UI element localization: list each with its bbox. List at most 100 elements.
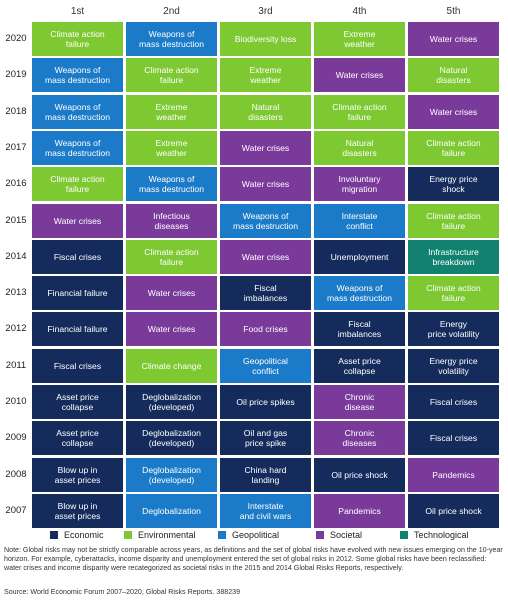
column-header-3: 3rd: [258, 6, 273, 17]
year-label: 2019: [5, 69, 27, 81]
year-label: 2012: [5, 323, 27, 335]
legend-label: Societal: [330, 530, 363, 540]
column-header-1: 1st: [70, 6, 85, 17]
year-label: 2018: [5, 105, 27, 117]
legend-item-geopolitical: Geopolitical: [218, 528, 279, 542]
year-label: 2010: [5, 396, 27, 407]
column-header-5: 5th: [446, 6, 461, 17]
legend-item-technological: Technological: [400, 528, 469, 542]
risk-cell: Extreme weather: [314, 22, 405, 56]
risk-cell: Climate action failure: [32, 167, 123, 202]
risk-cell: Weapons of mass destruction: [32, 58, 123, 93]
year-label: 2016: [5, 178, 27, 190]
risk-cell: Climate action failure: [314, 94, 405, 129]
risk-cell: Chronic diseases: [314, 421, 405, 456]
legend: Economic Environmental Geopolitical Societa…: [0, 528, 508, 542]
risk-cell: Water crises: [126, 312, 217, 347]
risk-cell: Climate action failure: [408, 130, 499, 165]
risk-cell: Blow up in asset prices: [32, 493, 123, 528]
risk-cell: Asset price collapse: [314, 348, 405, 383]
risk-cell: Natural disasters: [408, 58, 499, 93]
risk-cell: Weapons of mass destruction: [220, 203, 311, 238]
table-row: 2014 Fiscal crises Climate action failure W…: [0, 239, 508, 274]
year-label: 2020: [5, 33, 27, 44]
risk-cell: Water crises: [314, 58, 405, 93]
risk-cell: Involuntary migration: [314, 167, 405, 202]
legend-label: Technological: [414, 530, 469, 540]
legend-label: Environmental: [138, 530, 196, 540]
risk-cell: Extreme weather: [220, 58, 311, 93]
risk-cell: Infectious diseases: [126, 203, 217, 238]
column-header-2: 2nd: [163, 6, 180, 17]
year-label: 2009: [5, 432, 27, 444]
note-text: Note: Global risks may not be strictly c…: [4, 546, 503, 573]
risk-cell: Weapons of mass destruction: [314, 276, 405, 311]
risk-cell: Climate action failure: [408, 203, 499, 238]
year-label: 2011: [5, 359, 27, 371]
risk-cell: Deglobalization (developed): [126, 385, 217, 419]
legend-item-environmental: Environmental: [124, 528, 196, 542]
risk-cell: Infrastructure breakdown: [408, 239, 499, 274]
table-row: 2012 Financial failure Water crises Food cr…: [0, 312, 508, 347]
risk-cell: Water crises: [220, 239, 311, 274]
risk-cell: Deglobalization (developed): [126, 421, 217, 456]
table-row: 2015 Water crises Infectious diseases Weapo…: [0, 203, 508, 238]
legend-item-societal: Societal: [316, 528, 362, 542]
risk-cell: Food crises: [220, 312, 311, 347]
column-header-4: 4th: [352, 6, 367, 17]
year-label: 2013: [5, 287, 27, 299]
legend-swatch: [316, 531, 324, 539]
risk-cell: Deglobalization (developed): [126, 457, 217, 492]
risk-cell: Geopolitical conflict: [220, 348, 311, 383]
risk-cell: Financial failure: [32, 312, 123, 347]
risk-cell: Energy price volatility: [408, 348, 499, 383]
risk-cell: Water crises: [220, 130, 311, 165]
risk-cell: Pandemics: [314, 493, 405, 528]
risk-cell: Deglobalization: [126, 493, 217, 528]
year-label: 2014: [5, 250, 27, 262]
risk-cell: Climate change: [126, 348, 217, 383]
table-row: 2009 Asset price collapse Deglobalization …: [0, 421, 508, 456]
risk-cell: Weapons of mass destruction: [126, 167, 217, 202]
risk-cell: Weapons of mass destruction: [32, 130, 123, 165]
risk-cell: Biodiversity loss: [220, 22, 311, 56]
table-row: 2013 Financial failure Water crises Fiscal …: [0, 276, 508, 311]
risk-cell: Extreme weather: [126, 94, 217, 129]
year-label: 2008: [5, 468, 27, 480]
legend-swatch: [124, 531, 132, 539]
risk-cell: Water crises: [126, 276, 217, 311]
risk-cell: Climate action failure: [126, 58, 217, 93]
risk-cell: Asset price collapse: [32, 385, 123, 419]
risk-cell: Weapons of mass destruction: [32, 94, 123, 129]
risk-cell: Oil price shock: [314, 457, 405, 492]
risk-cell: Fiscal imbalances: [314, 312, 405, 347]
risk-cell: Fiscal imbalances: [220, 276, 311, 311]
table-row: 2016 Climate action failure Weapons of mas…: [0, 167, 508, 202]
risk-cell: Water crises: [408, 22, 499, 56]
table-row: 2010 Asset price collapse Deglobalization …: [0, 385, 508, 419]
legend-swatch: [218, 531, 226, 539]
table-row: 2008 Blow up in asset prices Deglobalizati…: [0, 457, 508, 492]
risk-cell: Climate action failure: [126, 239, 217, 274]
risk-cell: Natural disasters: [220, 94, 311, 129]
source-text: Source: World Economic Forum 2007–2020, …: [4, 588, 241, 596]
year-label: 2017: [5, 141, 27, 153]
risk-cell: Fiscal crises: [32, 239, 123, 274]
risk-cell: Oil price spikes: [220, 385, 311, 419]
table-row: 2018 Weapons of mass destruction Extreme w…: [0, 94, 508, 129]
risk-cell: Energy price shock: [408, 167, 499, 202]
column-header-row: 1st 2nd 3rd 4th 5th: [0, 4, 508, 20]
legend-label: Geopolitical: [232, 530, 280, 540]
risk-cell: China hard landing: [220, 457, 311, 492]
legend-swatch: [400, 531, 408, 539]
legend-label: Economic: [64, 530, 104, 540]
risk-cell: Fiscal crises: [32, 348, 123, 383]
risk-cell: Climate action failure: [408, 276, 499, 311]
risk-cell: Blow up in asset prices: [32, 457, 123, 492]
risk-cell: Oil price shock: [408, 493, 499, 528]
table-row: 2007 Blow up in asset prices Deglobalizati…: [0, 493, 508, 528]
risk-cell: Financial failure: [32, 276, 123, 311]
table-row: 2020 Climate action failure Weapons of mas…: [0, 22, 508, 56]
risk-cell: Fiscal crises: [408, 385, 499, 419]
risk-cell: Fiscal crises: [408, 421, 499, 456]
